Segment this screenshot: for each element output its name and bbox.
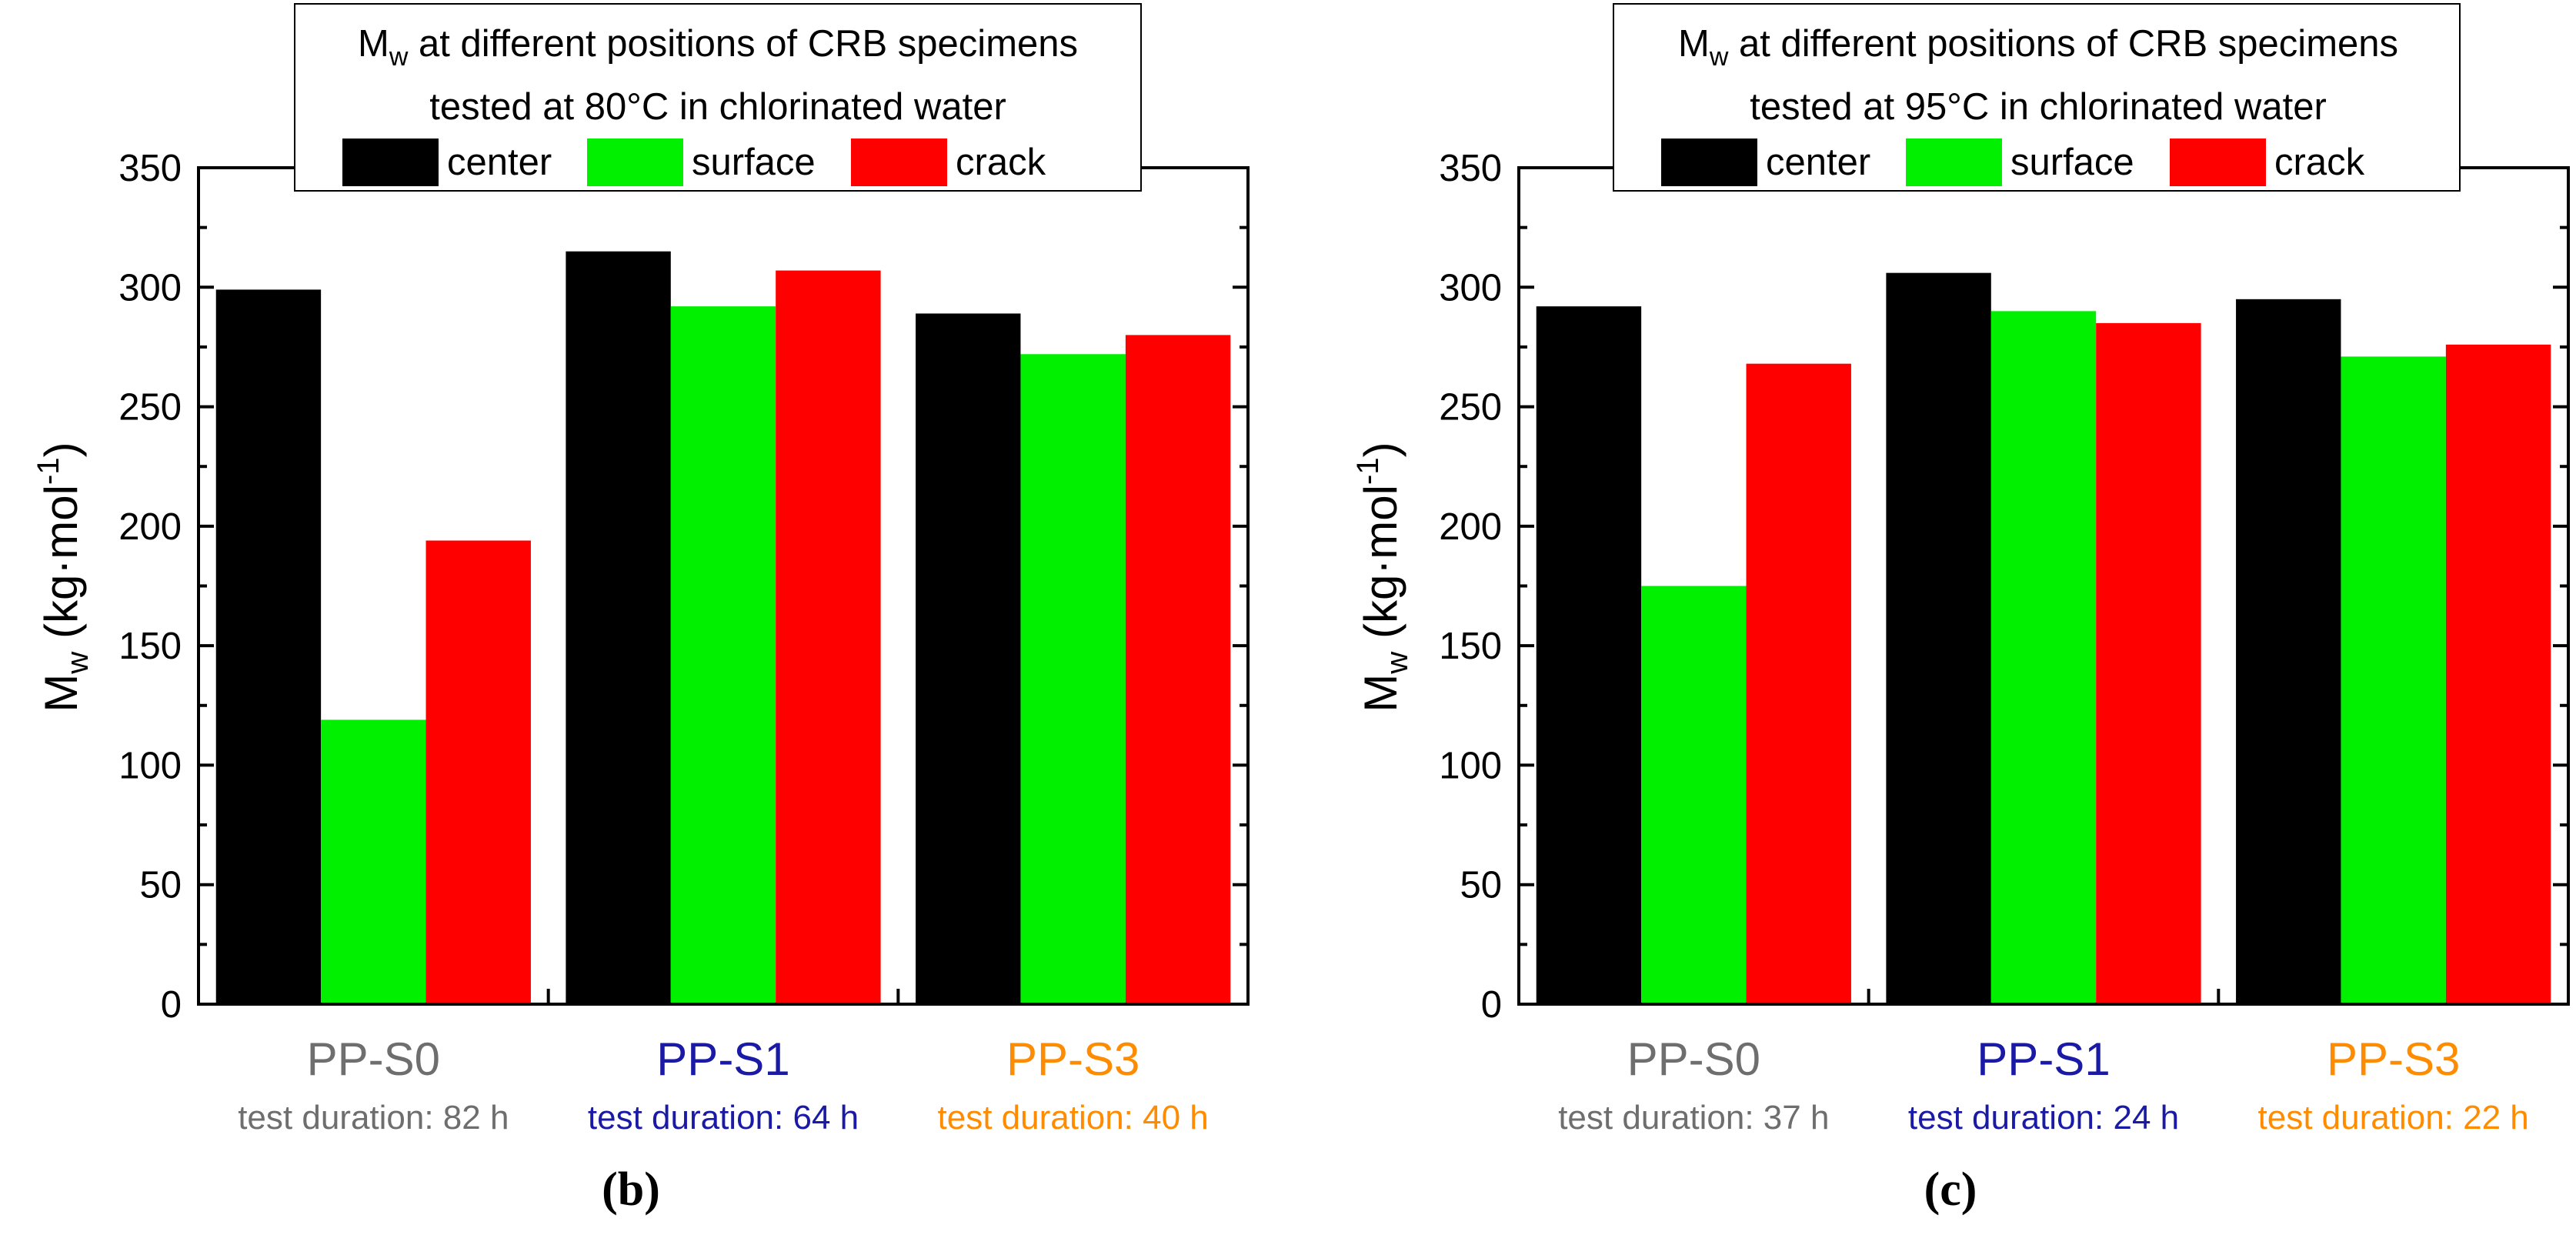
- y-axis-label: Mw (kg·mol-1): [1351, 442, 1414, 712]
- bar-surface-pp-s3: [2341, 356, 2446, 1004]
- bar-surface-pp-s1: [670, 306, 776, 1004]
- bar-center-pp-s3: [916, 313, 1021, 1004]
- test-duration-label: test duration: 37 h: [1558, 1099, 1829, 1137]
- y-label-close: ): [1355, 442, 1406, 457]
- bar-center-pp-s3: [2236, 299, 2341, 1004]
- x-tick-label-pp-s0: PP-S0: [307, 1033, 440, 1085]
- chart-title-line2: tested at 80°C in chlorinated water: [429, 86, 1006, 128]
- bar-center-pp-s0: [1536, 306, 1642, 1004]
- y-tick-label: 150: [1439, 626, 1502, 667]
- test-duration-label: test duration: 22 h: [2258, 1099, 2529, 1137]
- test-duration-label: test duration: 40 h: [938, 1099, 1209, 1137]
- bar-center-pp-s1: [566, 251, 671, 1004]
- y-tick-label: 300: [118, 267, 182, 309]
- bar-surface-pp-s1: [1990, 311, 2097, 1004]
- legend-swatch-crack: [851, 139, 947, 186]
- legend-label-surface: surface: [2010, 142, 2134, 183]
- x-tick-label-pp-s3: PP-S3: [1006, 1033, 1140, 1085]
- title-sub: w: [389, 42, 409, 72]
- y-tick-label: 250: [1439, 387, 1502, 429]
- bar-surface-pp-s0: [321, 719, 426, 1004]
- legend-swatch-crack: [2170, 139, 2266, 186]
- bar-crack-pp-s3: [2445, 344, 2551, 1004]
- legend-swatch-center: [1661, 139, 1757, 186]
- chart-title-line2: tested at 95°C in chlorinated water: [1750, 86, 2327, 128]
- y-tick-label: 150: [118, 626, 182, 667]
- legend-label-center: center: [1766, 142, 1870, 183]
- y-tick-label: 100: [118, 745, 182, 786]
- bar-crack-pp-s1: [776, 270, 881, 1004]
- test-duration-label: test duration: 24 h: [1908, 1099, 2179, 1137]
- y-tick-label: 250: [118, 387, 182, 429]
- x-tick-label-pp-s1: PP-S1: [656, 1033, 789, 1085]
- y-tick-label: 300: [1439, 267, 1502, 309]
- y-label-unit: (kg·mol: [35, 485, 87, 652]
- chart-title-line1: Mw at different positions of CRB specime…: [1678, 23, 2398, 72]
- x-tick-label-pp-s0: PP-S0: [1627, 1033, 1760, 1085]
- title-m: M: [358, 23, 389, 65]
- y-tick-label: 100: [1439, 745, 1502, 786]
- chart-panel-0: 0 50 100 150 200 250 300 350 PP-S0 test duration:…: [32, 3, 1250, 1216]
- title-rest: at different positions of CRB specimens: [408, 23, 1078, 65]
- title-m: M: [1678, 23, 1710, 65]
- bar-surface-pp-s0: [1641, 586, 1747, 1004]
- y-tick-label: 50: [139, 865, 182, 906]
- y-label-sup: -1: [32, 457, 65, 485]
- chart-title-line1: Mw at different positions of CRB specime…: [358, 23, 1078, 72]
- legend-label-crack: crack: [2274, 142, 2365, 183]
- bar-crack-pp-s1: [2096, 322, 2201, 1004]
- y-label-main: M: [35, 674, 87, 713]
- panel-label: (c): [1924, 1163, 1977, 1216]
- y-label-sup: -1: [1351, 457, 1385, 485]
- bar-surface-pp-s3: [1020, 354, 1126, 1004]
- title-sub: w: [1709, 42, 1729, 72]
- x-tick-label-pp-s1: PP-S1: [1977, 1033, 2110, 1085]
- test-duration-label: test duration: 82 h: [238, 1099, 509, 1137]
- bar-crack-pp-s3: [1125, 335, 1231, 1004]
- legend-swatch-center: [342, 139, 439, 186]
- y-tick-label: 350: [1439, 148, 1502, 189]
- y-tick-label: 50: [1460, 865, 1502, 906]
- y-label-sub: w: [61, 652, 95, 675]
- chart-panel-1: 0 50 100 150 200 250 300 350 PP-S0 test duration:…: [1351, 3, 2570, 1216]
- bar-crack-pp-s0: [1746, 363, 1851, 1004]
- bar-center-pp-s0: [215, 289, 322, 1004]
- legend-swatch-surface: [1906, 139, 2002, 186]
- panel-label: (b): [602, 1163, 660, 1216]
- y-label-main: M: [1355, 674, 1406, 713]
- title-rest: at different positions of CRB specimens: [1728, 23, 2398, 65]
- y-label-sub: w: [1380, 652, 1414, 675]
- y-axis-label: Mw (kg·mol-1): [32, 442, 95, 712]
- y-label-close: ): [35, 442, 87, 457]
- test-duration-label: test duration: 64 h: [588, 1099, 859, 1137]
- bar-center-pp-s1: [1886, 272, 1991, 1004]
- x-tick-label-pp-s3: PP-S3: [2327, 1033, 2460, 1085]
- legend-label-center: center: [447, 142, 552, 183]
- y-tick-label: 200: [118, 506, 182, 548]
- y-tick-label: 0: [1481, 984, 1502, 1026]
- y-label-unit: (kg·mol: [1355, 485, 1406, 652]
- y-tick-label: 350: [118, 148, 182, 189]
- y-tick-label: 0: [161, 984, 182, 1026]
- legend-label-surface: surface: [692, 142, 816, 183]
- legend-swatch-surface: [587, 139, 683, 186]
- legend-label-crack: crack: [956, 142, 1046, 183]
- bar-crack-pp-s0: [425, 540, 531, 1004]
- y-tick-label: 200: [1439, 506, 1502, 548]
